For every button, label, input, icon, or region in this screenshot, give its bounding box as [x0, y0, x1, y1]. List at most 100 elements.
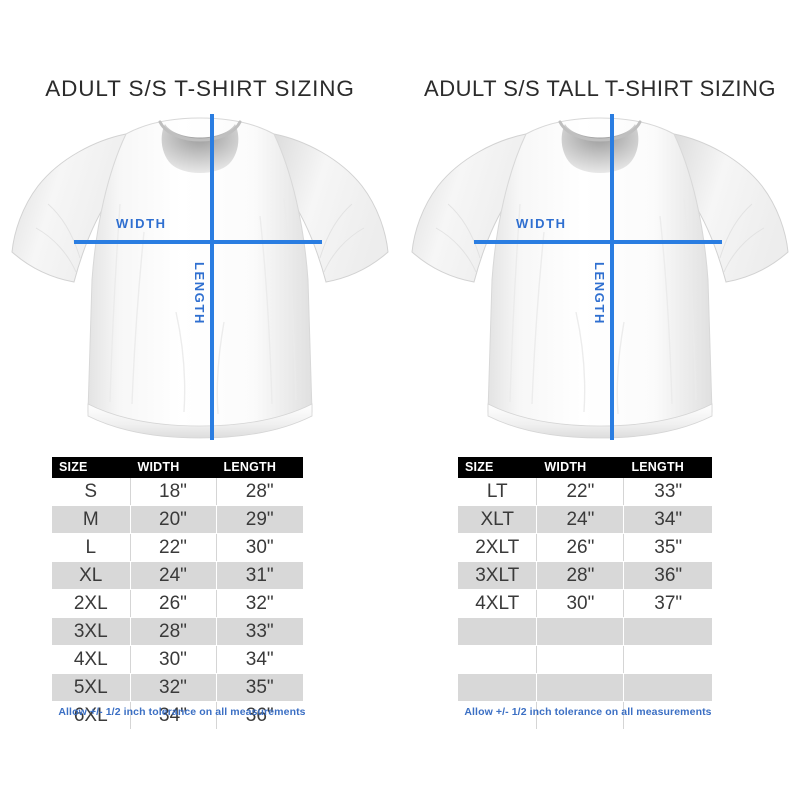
cell-size: 4XLT — [458, 589, 538, 618]
page-title-adult-ss-tall: ADULT S/S TALL T-SHIRT SIZING — [424, 76, 776, 101]
cell-size: XL — [52, 561, 131, 590]
cell-size — [458, 617, 538, 646]
column-header-width: WIDTH — [130, 457, 217, 478]
cell-length: 32" — [216, 589, 303, 618]
table-body: LT 22" 33" XLT 24" 34" 2XLT 26" 35" 3XLT… — [458, 478, 712, 730]
cell-size: LT — [458, 478, 538, 506]
sleeve-folds — [35, 203, 365, 273]
table-body: S 18" 28" M 20" 29" L 22" 30" XL 24" — [52, 478, 303, 730]
table-row: M 20" 29" — [52, 505, 303, 534]
tshirt-illustration-adult-ss-tall: WIDTH LENGTH — [408, 112, 792, 447]
tshirt-graphic — [11, 117, 389, 439]
cell-length: 34" — [216, 645, 303, 674]
panel-adult-ss: ADULT S/S T-SHIRT SIZING — [8, 76, 392, 730]
cell-width: 32" — [130, 673, 217, 702]
cell-size: M — [52, 505, 131, 534]
size-table-adult-ss: SIZE WIDTH LENGTH S 18" 28" M 20" 29" L — [52, 457, 303, 730]
tshirt-graphic — [411, 117, 789, 439]
sleeve-folds — [435, 203, 765, 273]
cell-length — [623, 673, 712, 702]
cell-length — [623, 645, 712, 674]
cell-width: 24" — [536, 505, 625, 534]
left-sleeve — [11, 133, 127, 283]
cell-length: 36" — [216, 701, 303, 730]
cell-length — [623, 701, 712, 730]
right-sleeve — [273, 133, 389, 283]
cell-size — [458, 673, 538, 702]
cell-width: 22" — [130, 533, 217, 562]
table-row: 5XL 32" 35" — [52, 673, 303, 702]
page-title-adult-ss: ADULT S/S T-SHIRT SIZING — [45, 76, 355, 101]
cell-length: 35" — [623, 533, 712, 562]
cell-width — [536, 645, 625, 674]
collar-rib — [558, 120, 642, 142]
table-header-row: SIZE WIDTH LENGTH — [52, 457, 303, 478]
table-row: XLT 24" 34" — [458, 505, 712, 534]
table-row-empty — [458, 701, 712, 730]
tolerance-note-adult-ss: Allow +/- 1/2 inch tolerance on all meas… — [58, 706, 306, 718]
cell-length — [623, 617, 712, 646]
cell-size — [458, 645, 538, 674]
table-row: 2XL 26" 32" — [52, 589, 303, 618]
table-row: 3XLT 28" 36" — [458, 561, 712, 590]
cell-length: 28" — [216, 478, 303, 506]
table-row-empty — [458, 617, 712, 646]
cell-length: 33" — [216, 617, 303, 646]
shirt-hem — [87, 403, 313, 439]
table-row: XL 24" 31" — [52, 561, 303, 590]
cell-width: 22" — [536, 478, 625, 506]
cell-size: 6XL — [52, 701, 131, 730]
tshirt-illustration-adult-ss: WIDTH LENGTH — [8, 112, 392, 447]
cell-length: 30" — [216, 533, 303, 562]
cell-size: L — [52, 533, 131, 562]
cell-width: 26" — [130, 589, 217, 618]
cell-width: 18" — [130, 478, 217, 506]
table-row: 3XL 28" 33" — [52, 617, 303, 646]
table-row-empty — [458, 673, 712, 702]
cell-size: 5XL — [52, 673, 131, 702]
cell-length: 29" — [216, 505, 303, 534]
table-row-empty — [458, 645, 712, 674]
cell-size: 2XLT — [458, 533, 538, 562]
collar-rib — [158, 120, 242, 142]
column-header-width: WIDTH — [536, 457, 625, 478]
cell-length: 37" — [623, 589, 712, 618]
cell-width: 30" — [130, 645, 217, 674]
table-header-row: SIZE WIDTH LENGTH — [458, 457, 712, 478]
cell-length: 35" — [216, 673, 303, 702]
cell-size: 3XLT — [458, 561, 538, 590]
cell-width: 28" — [130, 617, 217, 646]
cell-width: 20" — [130, 505, 217, 534]
table-row: S 18" 28" — [52, 478, 303, 506]
cell-width: 26" — [536, 533, 625, 562]
cell-width — [536, 673, 625, 702]
cell-width: 30" — [536, 589, 625, 618]
cell-width — [536, 617, 625, 646]
column-header-size: SIZE — [52, 457, 131, 478]
table-row: LT 22" 33" — [458, 478, 712, 506]
table-row: 6XL 34" 36" — [52, 701, 303, 730]
column-header-length: LENGTH — [623, 457, 712, 478]
cell-width: 24" — [130, 561, 217, 590]
table-row: 2XLT 26" 35" — [458, 533, 712, 562]
table-row: 4XLT 30" 37" — [458, 589, 712, 618]
fabric-folds — [509, 197, 697, 415]
size-table-adult-ss-tall: SIZE WIDTH LENGTH LT 22" 33" XLT 24" 34"… — [458, 457, 712, 730]
cell-width: 34" — [130, 701, 217, 730]
right-sleeve — [673, 133, 789, 283]
shirt-hem — [487, 403, 713, 439]
column-header-length: LENGTH — [216, 457, 303, 478]
tolerance-note-adult-ss-tall: Allow +/- 1/2 inch tolerance on all meas… — [464, 706, 712, 718]
cell-length: 31" — [216, 561, 303, 590]
cell-size: XLT — [458, 505, 538, 534]
cell-size: 3XL — [52, 617, 131, 646]
table-row: 4XL 30" 34" — [52, 645, 303, 674]
cell-width: 28" — [536, 561, 625, 590]
cell-size: 2XL — [52, 589, 131, 618]
cell-size: S — [52, 478, 131, 506]
cell-length: 36" — [623, 561, 712, 590]
column-header-size: SIZE — [458, 457, 538, 478]
cell-size: 4XL — [52, 645, 131, 674]
panel-adult-ss-tall: ADULT S/S TALL T-SHIRT SIZING — [400, 0, 800, 800]
